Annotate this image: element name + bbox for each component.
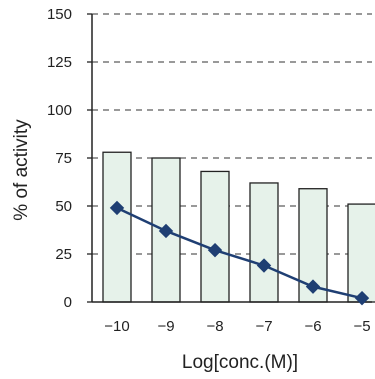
line-point — [256, 258, 272, 273]
line-path — [116, 206, 363, 300]
y-tick-label: 75 — [55, 150, 72, 167]
bar — [249, 182, 279, 303]
line-point — [305, 279, 321, 294]
y-tick-label: 100 — [47, 102, 72, 119]
y-axis-label: % of activity — [11, 119, 32, 221]
y-tick-label: 125 — [47, 54, 72, 71]
y-tick-label: 50 — [55, 198, 72, 215]
x-tick-label: −8 — [206, 318, 223, 335]
x-tick-labels: −10 −9 −8 −7 −6 −5 — [104, 318, 370, 335]
line-point — [207, 242, 223, 258]
line-point — [109, 200, 125, 216]
bar — [200, 170, 230, 303]
x-tick-label: −6 — [304, 318, 321, 335]
y-tick-label: 150 — [47, 6, 72, 23]
y-tick-labels: 0 25 50 75 100 125 150 — [47, 6, 72, 311]
bar-series — [102, 151, 375, 303]
y-tick-label: 0 — [64, 294, 72, 311]
x-tick-label: −10 — [104, 318, 129, 335]
x-tick-label: −5 — [353, 318, 370, 335]
line-series — [109, 200, 370, 306]
y-tick-label: 25 — [55, 246, 72, 263]
x-axis-label: Log[conc.(M)] — [182, 352, 298, 373]
line-point — [354, 290, 370, 306]
bar — [102, 151, 132, 303]
bar — [347, 203, 375, 303]
x-tick-label: −7 — [255, 318, 272, 335]
x-tick-label: −9 — [157, 318, 174, 335]
line-point — [158, 223, 174, 239]
